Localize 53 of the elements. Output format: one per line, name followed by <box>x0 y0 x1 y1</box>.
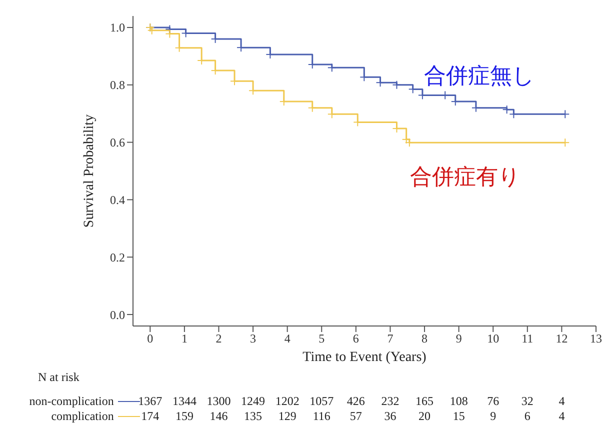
legend-label: complication <box>51 409 114 423</box>
text: 15 <box>452 409 465 423</box>
text: 20 <box>418 409 431 423</box>
x-tick-label: 8 <box>422 332 428 346</box>
text: 1249 <box>241 394 266 409</box>
y-tick-label: 0.4 <box>110 192 125 207</box>
text: 135 <box>244 409 262 423</box>
text: 1300 <box>206 394 231 409</box>
y-tick-label: 0.6 <box>110 136 125 150</box>
text: 116 <box>312 409 330 423</box>
y-axis-title: Survival Probability <box>82 114 97 228</box>
x-axis-title: Time to Event (Years) <box>302 350 426 366</box>
text: N at risk <box>38 370 80 385</box>
annotation: 合併症無し <box>424 63 535 92</box>
y-tick-label: 0.8 <box>110 78 125 92</box>
x-tick-label: 11 <box>522 332 534 346</box>
text: 159 <box>175 409 194 423</box>
text: 165 <box>416 394 434 409</box>
text: 57 <box>350 409 362 423</box>
text: 6 <box>524 409 530 423</box>
x-tick-label: 13 <box>590 332 602 346</box>
text: 1367 <box>138 394 162 409</box>
x-tick-label: 4 <box>284 332 290 346</box>
x-tick-label: 10 <box>487 332 500 346</box>
x-tick-label: 0 <box>147 332 154 346</box>
x-tick-label: 2 <box>216 332 222 346</box>
text: 146 <box>210 409 228 423</box>
y-tick-label: 0.0 <box>110 308 125 322</box>
x-tick-label: 1 <box>181 332 188 346</box>
y-tick-label: 0.2 <box>110 250 125 264</box>
text: 174 <box>141 409 160 423</box>
legend-label: non-complication <box>29 394 114 409</box>
annotation: 合併症有り <box>410 164 522 192</box>
text: 108 <box>450 394 468 409</box>
y-tick-label: 1.0 <box>110 20 125 35</box>
x-tick-label: 9 <box>456 332 462 346</box>
text: 76 <box>487 394 500 409</box>
x-tick-label: 12 <box>556 332 568 346</box>
text: 129 <box>278 409 296 423</box>
text: 232 <box>381 394 400 409</box>
x-tick-label: 7 <box>387 332 394 346</box>
x-tick-label: 6 <box>352 332 359 346</box>
text: 9 <box>490 409 496 423</box>
text: 1344 <box>172 394 196 409</box>
text: 32 <box>521 394 534 409</box>
text: 1202 <box>275 394 300 409</box>
text: 4 <box>558 394 565 409</box>
x-tick-label: 3 <box>250 332 256 346</box>
text: 1057 <box>310 394 334 409</box>
text: 36 <box>384 409 396 423</box>
text: 4 <box>558 409 565 423</box>
x-tick-label: 5 <box>318 332 325 346</box>
text: 426 <box>346 394 365 409</box>
